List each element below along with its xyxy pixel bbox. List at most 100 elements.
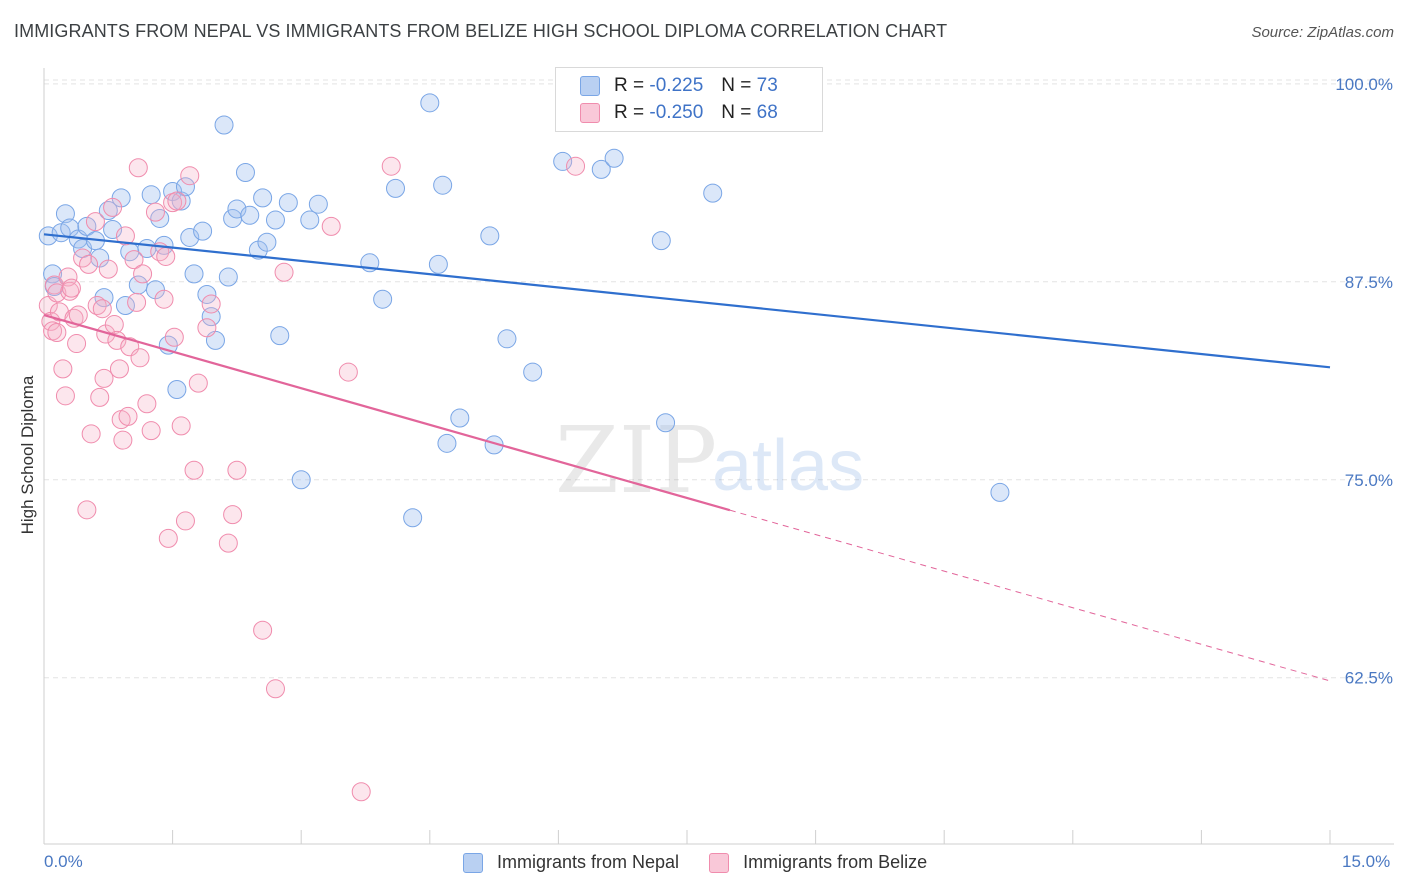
trend-line-belize [43, 313, 731, 512]
belize-point [253, 620, 273, 640]
belize-point [124, 250, 144, 270]
nepal-point [235, 163, 255, 183]
nepal-point [278, 193, 298, 213]
belize-point [171, 416, 191, 436]
r-value: -0.225 [649, 75, 704, 96]
nepal-point [373, 289, 393, 309]
nepal-point [591, 159, 611, 179]
belize-series [38, 156, 586, 802]
n-label: N = [721, 102, 752, 123]
stats-row-belize: R = -0.250 N = 68 [580, 101, 778, 125]
belize-point [90, 387, 110, 407]
nepal-point [553, 151, 573, 171]
legend-item-belize: Immigrants from Belize [709, 852, 927, 873]
nepal-point [386, 178, 406, 198]
stats-legend: R = -0.225 N = 73 R = -0.250 N = 68 [555, 67, 823, 132]
belize-point [104, 315, 124, 335]
trend-line-nepal [43, 233, 1331, 369]
belize-point [188, 373, 208, 393]
belize-point [77, 500, 97, 520]
belize-point [87, 296, 107, 316]
belize-point [141, 421, 161, 441]
nepal-point [175, 177, 195, 197]
belize-point [109, 359, 129, 379]
belize-point [98, 259, 118, 279]
nepal-point [253, 188, 273, 208]
nepal-point [257, 232, 277, 252]
belize-point [60, 281, 80, 301]
nepal-point [523, 362, 543, 382]
nepal-point [433, 175, 453, 195]
watermark: ZIP atlas [555, 407, 864, 514]
x-tick-max: 15.0% [1342, 852, 1391, 871]
belize-point [79, 254, 99, 274]
trend-lines [43, 233, 1331, 682]
nepal-point [55, 204, 75, 224]
data-points [38, 93, 1010, 802]
axes [43, 68, 1394, 845]
belize-point [154, 289, 174, 309]
nepal-point [403, 508, 423, 528]
belize-point [85, 212, 105, 232]
r-label: R = [614, 75, 645, 96]
belize-point [566, 156, 586, 176]
nepal-point [115, 296, 135, 316]
belize-point [94, 368, 114, 388]
belize-point [55, 386, 75, 406]
belize-point [137, 394, 157, 414]
x-tick-min: 0.0% [44, 852, 83, 871]
belize-point [167, 191, 187, 211]
nepal-point [480, 226, 500, 246]
nepal-point [218, 267, 238, 287]
nepal-point [497, 329, 517, 349]
y-tick-label: 62.5% [1345, 669, 1393, 688]
nepal-point [77, 216, 97, 236]
nepal-point [184, 264, 204, 284]
belize-swatch [580, 103, 600, 123]
y-tick-label: 75.0% [1345, 471, 1393, 490]
nepal-point [990, 482, 1010, 502]
nepal-point [141, 185, 161, 205]
nepal-point [265, 210, 285, 230]
belize-point [92, 299, 112, 319]
belize-point [274, 262, 294, 282]
r-label: R = [614, 102, 645, 123]
belize-point [164, 327, 184, 347]
nepal-point [428, 254, 448, 274]
belize-point [113, 430, 133, 450]
n-label: N = [721, 75, 752, 96]
belize-point [118, 406, 138, 426]
nepal-point [604, 148, 624, 168]
watermark-atlas: atlas [712, 426, 864, 506]
nepal-series [38, 93, 1010, 528]
nepal-point [300, 210, 320, 230]
belize-point [61, 278, 81, 298]
r-value: -0.250 [649, 102, 704, 123]
belize-point [338, 362, 358, 382]
legend-item-nepal: Immigrants from Nepal [463, 852, 679, 873]
belize-point [180, 166, 200, 186]
belize-point [227, 460, 247, 480]
belize-point [381, 156, 401, 176]
belize-point [128, 158, 148, 178]
nepal-point [651, 231, 671, 251]
nepal-point [703, 183, 723, 203]
n-value: 68 [756, 102, 778, 123]
nepal-point [450, 408, 470, 428]
nepal-point [437, 433, 457, 453]
belize-point [175, 511, 195, 531]
source-credit: Source: ZipAtlas.com [1251, 24, 1394, 41]
belize-point [218, 533, 238, 553]
nepal-point [193, 221, 213, 241]
belize-point [321, 216, 341, 236]
nepal-point [656, 413, 676, 433]
nepal-swatch [580, 76, 600, 96]
nepal-point [308, 194, 328, 214]
n-value: 73 [756, 75, 778, 96]
legend-swatch-belize [709, 852, 730, 873]
belize-point [223, 505, 243, 525]
nepal-point [167, 379, 187, 399]
y-tick-label: 100.0% [1335, 75, 1393, 94]
belize-point [81, 424, 101, 444]
